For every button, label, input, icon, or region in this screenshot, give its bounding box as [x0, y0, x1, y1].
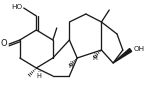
Text: Ḧ: Ḧ — [68, 63, 73, 69]
Text: O: O — [1, 40, 7, 48]
Text: Ḧ: Ḧ — [37, 73, 42, 79]
Polygon shape — [113, 48, 132, 63]
Text: HO: HO — [12, 4, 23, 10]
Text: OH: OH — [133, 46, 145, 52]
Text: Ḧ: Ḧ — [92, 55, 97, 61]
